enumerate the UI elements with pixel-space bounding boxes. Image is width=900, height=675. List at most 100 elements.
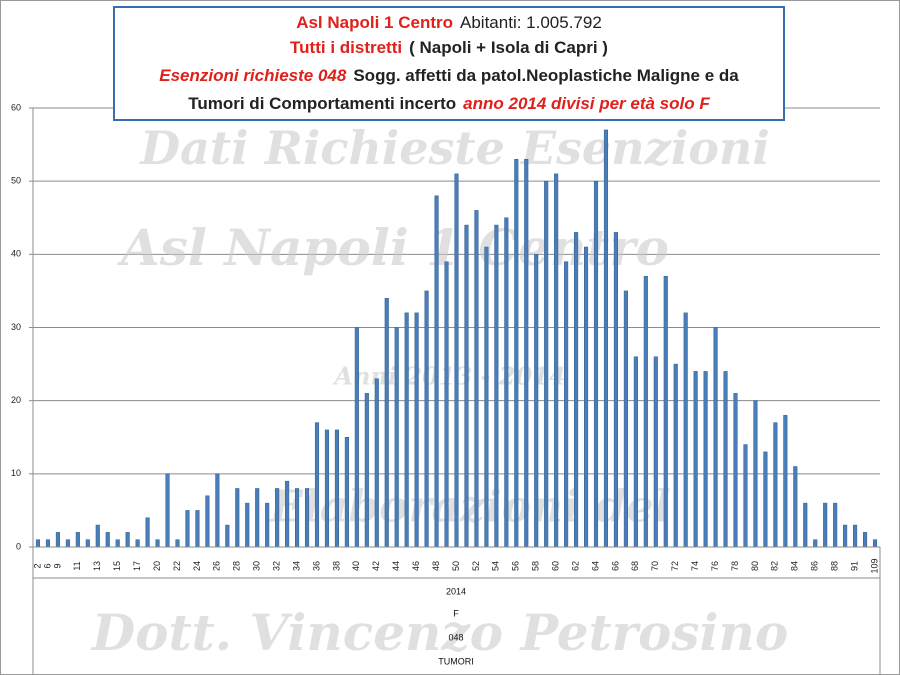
bar xyxy=(643,276,648,548)
x-tick-label: 6 xyxy=(42,563,52,568)
bar xyxy=(783,415,788,548)
bar xyxy=(265,502,270,548)
category-level: TUMORI xyxy=(438,656,474,666)
bar xyxy=(793,466,798,548)
bar xyxy=(504,217,509,548)
bar xyxy=(574,232,579,548)
x-tick-label: 66 xyxy=(610,561,620,571)
bar xyxy=(374,378,379,548)
x-tick-label: 56 xyxy=(511,561,521,571)
x-tick-label: 62 xyxy=(570,561,580,571)
x-tick-label: 2 xyxy=(32,563,42,568)
bar xyxy=(823,502,828,548)
bar xyxy=(484,246,489,548)
title-part: Esenzioni richieste 048 xyxy=(159,66,347,85)
x-tick-label: 11 xyxy=(72,561,82,570)
x-tick-label: 46 xyxy=(411,561,421,571)
bar xyxy=(95,524,100,548)
bar xyxy=(314,422,320,548)
x-tick-label: 50 xyxy=(451,561,461,571)
bar xyxy=(145,517,150,548)
bar xyxy=(285,480,290,548)
bar xyxy=(773,422,778,548)
bar xyxy=(215,473,220,548)
bar xyxy=(195,510,200,548)
bar xyxy=(843,524,848,548)
x-tick-label: 80 xyxy=(750,561,760,571)
bar xyxy=(344,437,349,548)
x-tick-label: 42 xyxy=(371,561,381,571)
x-tick-label: 40 xyxy=(351,561,361,571)
x-tick-label: 15 xyxy=(112,561,122,571)
bar xyxy=(743,444,748,548)
bar xyxy=(813,539,818,548)
bar xyxy=(424,290,429,548)
title-part: Abitanti: 1.005.792 xyxy=(460,13,602,32)
x-tick-label: 72 xyxy=(670,561,680,571)
bar xyxy=(833,502,838,548)
bar xyxy=(613,232,618,548)
x-tick-label: 24 xyxy=(192,561,202,571)
x-tick-label: 30 xyxy=(252,561,262,571)
bar xyxy=(583,246,589,548)
bar xyxy=(564,261,569,548)
x-tick-label: 38 xyxy=(331,561,341,571)
x-tick-label: 34 xyxy=(291,561,301,571)
watermark: Elaborazioni del xyxy=(267,482,670,533)
bar xyxy=(544,180,549,548)
bar xyxy=(434,195,439,548)
bar xyxy=(225,524,230,548)
bar xyxy=(354,327,359,548)
bar xyxy=(275,488,280,548)
x-tick-label: 68 xyxy=(630,561,640,571)
bar xyxy=(444,261,449,548)
bar xyxy=(733,393,738,548)
title-part: anno 2014 divisi per età solo F xyxy=(463,94,710,113)
y-tick-label: 60 xyxy=(11,102,21,112)
category-level: F xyxy=(453,608,459,618)
x-tick-label: 84 xyxy=(790,561,800,571)
bar xyxy=(663,276,668,548)
bar xyxy=(414,312,419,548)
bar xyxy=(85,539,90,548)
x-tick-label: 48 xyxy=(431,561,441,571)
x-tick-label: 54 xyxy=(491,561,501,571)
bar xyxy=(494,224,499,548)
bar xyxy=(205,495,210,548)
bar xyxy=(474,210,479,548)
title-line: Tumori di Comportamenti incerto anno 2014… xyxy=(188,94,710,113)
bar xyxy=(235,488,240,548)
bar xyxy=(295,488,300,548)
title-part: Asl Napoli 1 Centro xyxy=(296,13,453,32)
title-part: ( Napoli + Isola di Capri ) xyxy=(409,38,608,57)
x-tick-label: 13 xyxy=(92,561,102,571)
bar xyxy=(155,539,160,548)
bar xyxy=(653,356,658,548)
bar xyxy=(633,356,638,548)
bar xyxy=(404,312,409,548)
bar xyxy=(135,539,140,548)
bar xyxy=(853,524,858,548)
x-tick-label: 74 xyxy=(690,561,700,571)
bar xyxy=(703,371,708,548)
title-box xyxy=(113,6,785,121)
x-tick-label: 109 xyxy=(869,558,879,573)
x-tick-label: 28 xyxy=(232,561,242,571)
bar xyxy=(623,290,628,548)
y-tick-label: 20 xyxy=(11,395,21,405)
title-part: Sogg. affetti da patol.Neoplastiche Mali… xyxy=(353,66,739,85)
bar xyxy=(863,532,868,548)
bar xyxy=(75,532,80,548)
bar xyxy=(464,224,469,548)
bar xyxy=(683,312,688,548)
bar xyxy=(394,327,399,548)
bar xyxy=(65,539,70,548)
watermark: Anni 2013 - 2014 xyxy=(332,362,565,391)
bar xyxy=(763,451,768,548)
x-tick-label: 58 xyxy=(531,561,541,571)
title-line: Tutti i distretti ( Napoli + Isola di Cap… xyxy=(290,38,608,57)
bar xyxy=(384,297,389,548)
y-tick-label: 50 xyxy=(11,176,21,186)
bar xyxy=(524,158,529,548)
